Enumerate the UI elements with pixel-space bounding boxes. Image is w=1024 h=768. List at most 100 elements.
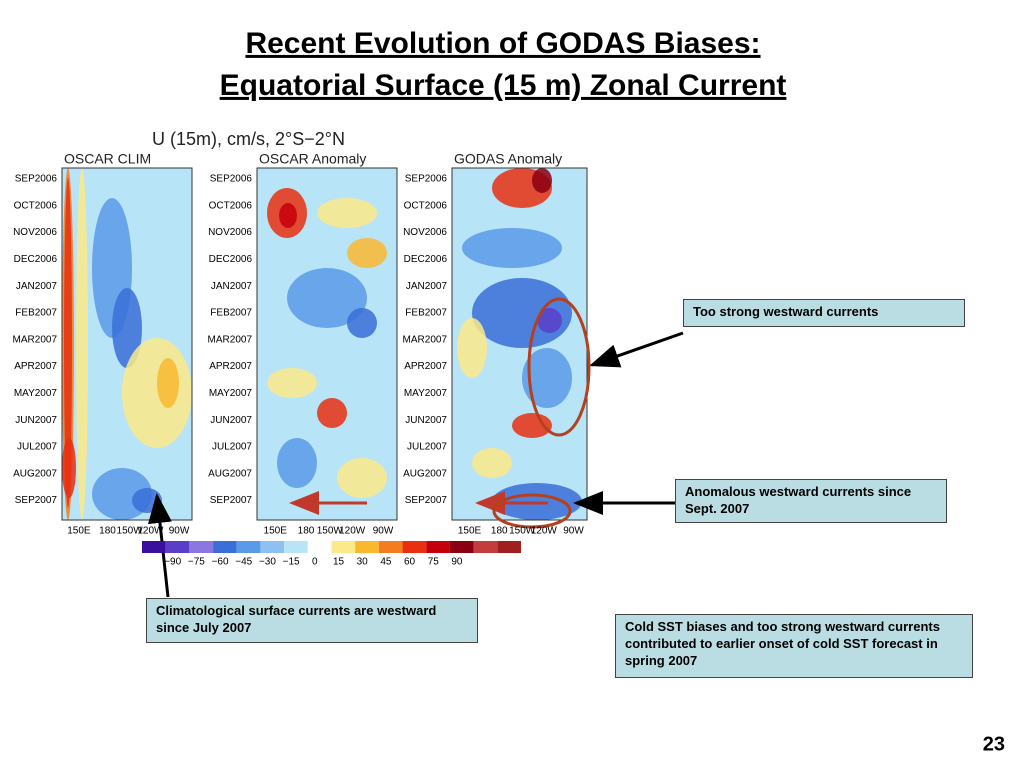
heatmap-region [279, 203, 297, 228]
month-label: MAR2007 [403, 334, 448, 345]
heatmap-region [457, 318, 487, 378]
longitude-label: 150W [317, 526, 344, 537]
heatmap-region [76, 168, 88, 520]
month-label: AUG2007 [403, 468, 447, 479]
month-label: DEC2006 [14, 254, 58, 265]
month-label: SEP2006 [210, 174, 253, 185]
heatmap-region [157, 358, 179, 408]
month-label: AUG2007 [13, 468, 57, 479]
month-label: MAR2007 [13, 334, 58, 345]
panel-title: OSCAR CLIM [64, 151, 151, 167]
colorbar-label: 30 [357, 557, 369, 568]
month-label: SEP2007 [15, 495, 58, 506]
colorbar-swatch [449, 541, 474, 553]
longitude-label: 150W [509, 526, 536, 537]
callout: Cold SST biases and too strong westward … [615, 614, 973, 678]
highlight [527, 297, 591, 437]
arrow [589, 331, 684, 368]
colorbar-swatch [355, 541, 379, 553]
longitude-label: 120W [339, 526, 366, 537]
colorbar-swatch [402, 541, 427, 553]
month-label: JUL2007 [407, 442, 447, 453]
callout: Anomalous westward currents since Sept. … [675, 479, 947, 523]
colorbar-swatch [213, 541, 237, 553]
heatmaps [61, 167, 588, 521]
month-label: JAN2007 [16, 281, 58, 292]
month-label: OCT2006 [404, 200, 448, 211]
heatmap-region [122, 338, 192, 448]
month-label: JUN2007 [210, 415, 252, 426]
colorbar-label: 90 [451, 557, 463, 568]
longitude-label: 90W [169, 526, 190, 537]
month-label: NOV2006 [13, 227, 57, 238]
month-label: NOV2006 [403, 227, 447, 238]
title-line: Recent Evolution of GODAS Biases: [245, 27, 760, 60]
longitude-label: 120W [531, 526, 558, 537]
longitude-label: 90W [563, 526, 584, 537]
month-label: MAY2007 [404, 388, 448, 399]
month-label: JUL2007 [17, 442, 57, 453]
colorbar-label: −60 [212, 557, 229, 568]
month-label: SEP2006 [15, 174, 58, 185]
longitude-label: 150E [264, 526, 288, 537]
heatmap-region [472, 448, 512, 478]
heatmap-region [112, 288, 142, 368]
heatmap-region [337, 458, 387, 498]
month-label: APR2007 [14, 361, 57, 372]
figure-title: U (15m), cm/s, 2°S−2°N [152, 129, 345, 149]
month-label: AUG2007 [208, 468, 252, 479]
colorbar-swatch [426, 541, 450, 553]
month-label: MAR2007 [208, 334, 253, 345]
heatmap-region [347, 238, 387, 268]
callout: Climatological surface currents are west… [146, 598, 478, 643]
colorbar-label: 45 [380, 557, 392, 568]
colorbar-swatch [165, 541, 190, 553]
month-label: JUN2007 [15, 415, 57, 426]
callout: Too strong westward currents [683, 299, 965, 327]
heatmap-frame [256, 167, 398, 521]
heatmap-region [512, 413, 552, 438]
heatmap-region [64, 178, 72, 508]
month-label: DEC2006 [209, 254, 253, 265]
month-label: APR2007 [209, 361, 252, 372]
longitude-label: 150E [67, 526, 91, 537]
month-label: JAN2007 [406, 281, 448, 292]
month-label: FEB2007 [210, 308, 252, 319]
heatmap-frame [61, 167, 193, 521]
month-label: APR2007 [404, 361, 447, 372]
colorbar-label: 15 [333, 557, 345, 568]
heatmap-region [277, 438, 317, 488]
colorbar-label: −30 [259, 557, 276, 568]
month-label: JUL2007 [212, 442, 252, 453]
colorbar-swatch [307, 541, 332, 553]
month-label: SEP2006 [405, 174, 448, 185]
month-label: DEC2006 [404, 254, 448, 265]
colorbar-label: −90 [164, 557, 181, 568]
colorbar-label: −45 [235, 557, 252, 568]
colorbar-swatch [378, 541, 403, 553]
highlight [492, 493, 572, 529]
colorbar-swatch [260, 541, 285, 553]
longitude-label: 150E [458, 526, 482, 537]
month-label: FEB2007 [405, 308, 447, 319]
longitude-label: 150W [117, 526, 144, 537]
colorbar-label: 75 [428, 557, 440, 568]
heatmap-region [317, 398, 347, 428]
heatmap-region [62, 438, 76, 498]
heatmap-region [287, 268, 367, 328]
page-number: 23 [983, 733, 1005, 755]
colorbar-swatch [189, 541, 214, 553]
heatmap-region [347, 308, 377, 338]
month-label: OCT2006 [14, 200, 58, 211]
colorbar-label: −15 [283, 557, 300, 568]
heatmap-region [462, 228, 562, 268]
colorbar-swatch [142, 541, 166, 553]
month-label: OCT2006 [209, 200, 253, 211]
month-label: NOV2006 [208, 227, 252, 238]
heatmap-region [522, 348, 572, 408]
colorbar-swatch [284, 541, 308, 553]
heatmap-region [267, 368, 317, 398]
colorbar-swatch [236, 541, 261, 553]
heatmap-region [537, 308, 562, 333]
